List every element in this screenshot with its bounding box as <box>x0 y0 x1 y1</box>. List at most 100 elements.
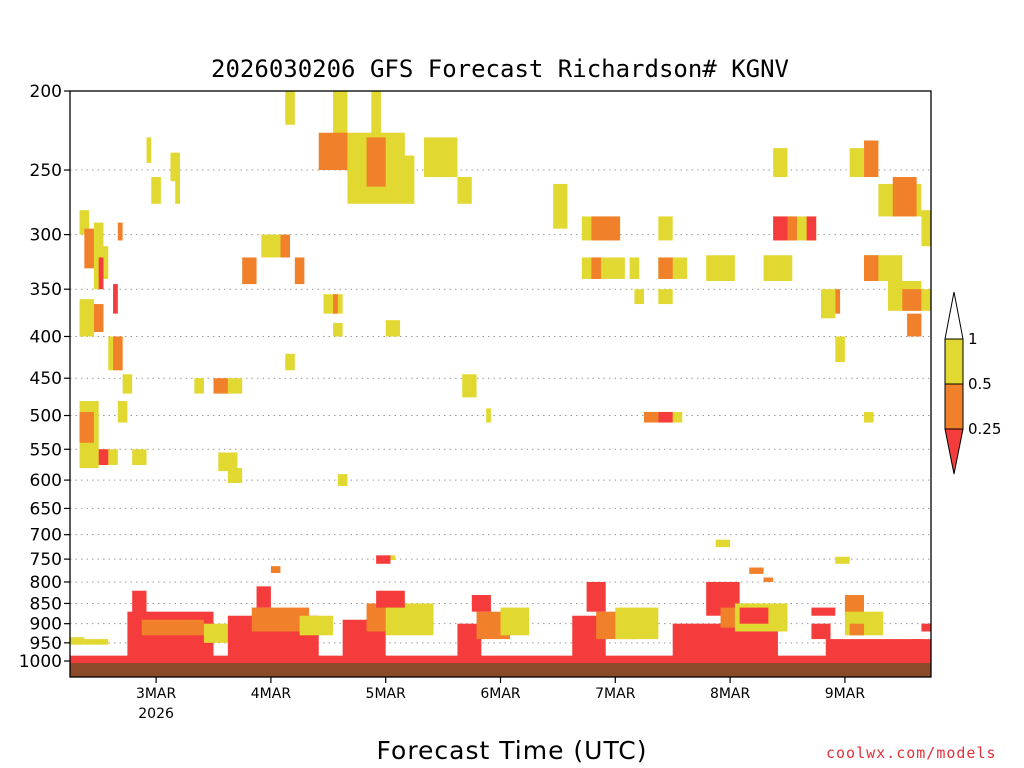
ri-cell-yellow <box>773 148 788 178</box>
ri-cell-red <box>132 590 147 616</box>
legend-swatch-orange <box>944 383 964 430</box>
ri-cell-yellow <box>203 623 228 643</box>
y-tick-label: 700 <box>30 526 62 546</box>
ri-cell-red <box>70 655 931 663</box>
ri-cell-yellow <box>93 222 104 290</box>
y-tick-label: 350 <box>30 280 62 300</box>
ri-cell-orange <box>270 566 281 574</box>
ri-cell-red <box>376 590 405 608</box>
y-tick-label: 250 <box>30 161 62 181</box>
ri-cell-orange <box>242 257 257 285</box>
ri-cell-yellow <box>835 556 850 564</box>
ri-cell-red <box>256 586 271 608</box>
x-tick-label: 5MAR <box>366 686 407 702</box>
ri-cell-yellow <box>457 177 472 204</box>
ri-cell-yellow <box>615 607 659 640</box>
ri-cell-orange <box>366 137 386 187</box>
ri-cell-orange <box>658 257 673 279</box>
ri-cell-yellow <box>390 555 396 561</box>
ri-cell-red <box>98 257 104 290</box>
x-axis-label: Forecast Time (UTC) <box>377 736 648 765</box>
ri-cell-orange <box>280 234 291 258</box>
ri-cell-yellow <box>117 401 128 423</box>
ri-cell-red <box>806 216 817 241</box>
ri-cell-orange <box>892 177 917 217</box>
ri-cell-red <box>376 555 391 564</box>
x-tick-label: 8MAR <box>710 686 751 702</box>
x-tick-label: 9MAR <box>825 686 866 702</box>
ri-cells <box>70 91 931 663</box>
y-tick-label: 600 <box>30 471 62 491</box>
ri-cell-orange <box>318 132 348 171</box>
ri-cell-orange <box>864 255 879 282</box>
ri-cell-yellow <box>835 336 845 363</box>
ri-cell-orange <box>902 289 922 311</box>
y-tick-label: 950 <box>30 634 62 654</box>
y-tick-label: 500 <box>30 407 62 427</box>
ri-cell-orange <box>849 623 865 636</box>
y-tick-label: 1000 <box>19 652 62 672</box>
ri-cell-orange <box>907 313 922 337</box>
legend-swatch-yellow <box>944 338 964 385</box>
ri-cell-yellow <box>218 452 238 472</box>
ri-cell-yellow <box>132 449 147 466</box>
ri-cell-red <box>811 607 836 616</box>
color-legend: 1 0.5 0.25 <box>944 291 1001 475</box>
ri-cell-yellow <box>658 289 673 305</box>
ri-cell-yellow <box>170 152 181 182</box>
ri-cell-yellow <box>146 137 152 163</box>
ri-cell-yellow <box>553 183 568 229</box>
ri-cell-yellow <box>763 255 793 282</box>
ri-cell-yellow <box>299 615 334 636</box>
ri-cell-yellow <box>103 246 109 279</box>
ri-cell-yellow <box>715 539 731 548</box>
y-tick-label: 800 <box>30 573 62 593</box>
ri-cell-red <box>921 623 931 632</box>
ri-cell-yellow <box>921 289 931 311</box>
ri-cell-red <box>911 639 931 661</box>
ri-cell-yellow <box>629 257 640 279</box>
site-credit[interactable]: coolwx.com/models <box>826 744 997 762</box>
x-tick-label: 6MAR <box>480 686 521 702</box>
ri-cell-yellow <box>706 255 735 282</box>
ri-cell-yellow <box>261 234 281 258</box>
ri-cell-orange <box>844 595 865 616</box>
ri-cell-yellow <box>122 374 133 394</box>
ri-cell-yellow <box>227 468 243 484</box>
y-tick-label: 750 <box>30 550 62 570</box>
legend-label: 0.25 <box>968 420 1001 438</box>
legend-label: 0.5 <box>968 375 992 393</box>
ri-cell-yellow <box>194 378 204 394</box>
y-tick-label: 400 <box>30 327 62 347</box>
ri-cell-yellow <box>486 408 491 423</box>
ri-cell-orange <box>591 216 621 241</box>
x-tick-sublabel: 2026 <box>138 706 174 722</box>
x-tick-label: 3MAR <box>136 686 177 702</box>
ri-cell-orange <box>749 567 764 574</box>
y-tick-label: 550 <box>30 440 62 460</box>
ri-cell-orange <box>251 607 310 632</box>
ri-cell-red <box>586 581 606 612</box>
ri-cell-orange <box>763 577 774 582</box>
ri-cell-orange <box>79 411 94 443</box>
ri-cell-orange <box>294 257 305 285</box>
ri-cell-yellow <box>79 299 94 337</box>
ri-cell-yellow <box>462 374 477 398</box>
ri-cell-yellow <box>337 474 348 486</box>
legend-label: 1 <box>968 330 978 348</box>
y-tick-label: 300 <box>30 226 62 246</box>
ri-cell-orange <box>141 619 204 636</box>
ri-cell-orange <box>644 411 659 423</box>
ri-cell-red <box>739 607 769 624</box>
ri-cell-yellow <box>423 137 458 178</box>
y-axis: 200 250 300 350 400 450 500 550 600 650 700 750 8008… <box>19 82 70 672</box>
ri-cell-yellow <box>921 210 931 247</box>
ri-cell-red <box>773 216 788 241</box>
ri-cell-yellow <box>820 289 836 319</box>
ri-cell-orange <box>117 222 123 241</box>
y-tick-label: 650 <box>30 499 62 519</box>
ri-cell-orange <box>93 304 104 333</box>
ri-cell-orange <box>787 216 798 241</box>
ri-cell-yellow <box>581 257 625 279</box>
